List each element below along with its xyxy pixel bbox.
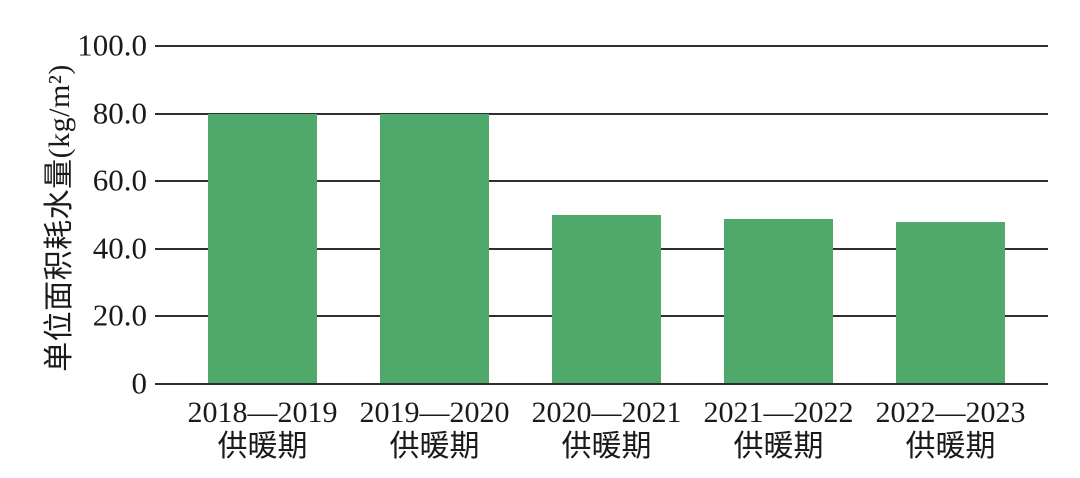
y-tick-label: 20.0 [92, 297, 147, 333]
y-tick-label: 60.0 [92, 162, 147, 198]
x-tick-label-period: 供暖期 [217, 430, 308, 463]
x-tick-label-period: 供暖期 [905, 430, 996, 463]
x-tick-label-period: 供暖期 [733, 430, 824, 463]
x-tick-label-period: 供暖期 [561, 430, 652, 463]
x-tick-label-years: 2019—2020 [359, 396, 510, 429]
x-tick-label-years: 2022—2023 [875, 396, 1026, 429]
y-tick-label: 0 [131, 365, 148, 401]
bar-2022—2023 [896, 221, 1006, 384]
gridline [155, 112, 1048, 115]
bar-2018—2019 [208, 113, 318, 384]
y-axis-tick-labels: 0 20.0 40.0 60.0 80.0 100.0 [0, 27, 147, 400]
gridline [155, 180, 1048, 183]
x-axis-line [155, 383, 1048, 385]
bar-2019—2020 [380, 113, 490, 384]
gridline [155, 45, 1048, 47]
x-tick-label: 2021—2022 供暖期 [704, 396, 854, 464]
y-tick-label: 80.0 [92, 94, 147, 130]
x-tick-label-years: 2021—2022 [703, 396, 854, 429]
x-tick-label-period: 供暖期 [389, 430, 480, 463]
bar-2021—2022 [724, 219, 834, 384]
x-tick-label: 2019—2020 供暖期 [360, 396, 510, 464]
plot-area [155, 45, 1048, 385]
x-tick-label: 2020—2021 供暖期 [532, 396, 682, 464]
x-tick-label-years: 2020—2021 [531, 396, 682, 429]
x-axis-tick-labels: 2018—2019 供暖期 2019—2020 供暖期 2020—2021 供暖期 2021… [155, 396, 1048, 476]
y-tick-label: 100.0 [77, 27, 147, 63]
bar-2020—2021 [552, 215, 662, 384]
y-tick-label: 40.0 [92, 230, 147, 266]
x-tick-label: 2022—2023 供暖期 [876, 396, 1026, 464]
x-tick-label: 2018—2019 供暖期 [188, 396, 338, 464]
x-tick-label-years: 2018—2019 [187, 396, 338, 429]
